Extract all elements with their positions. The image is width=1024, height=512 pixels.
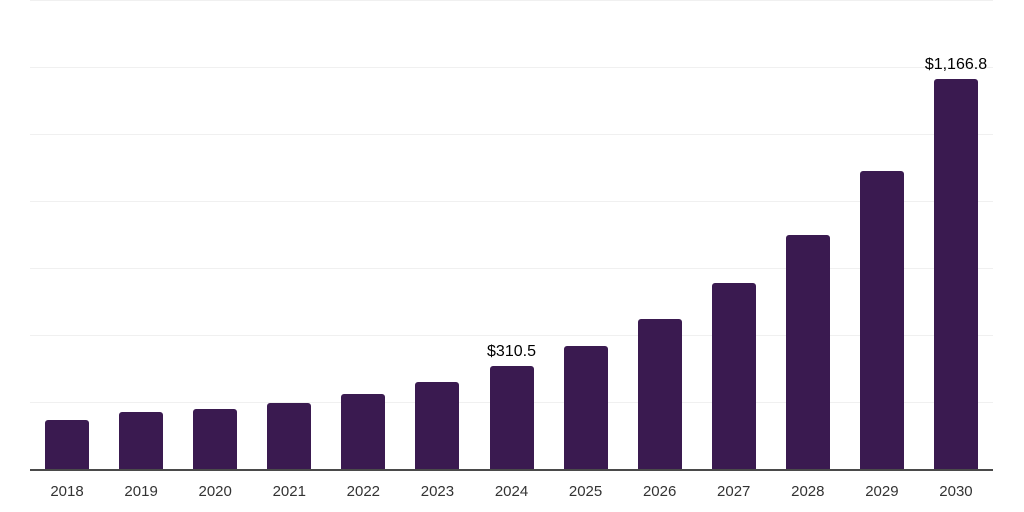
- gridline: [30, 335, 993, 336]
- plot-area: $310.5 $1,166.8: [30, 0, 993, 471]
- bar-2019: [119, 412, 164, 470]
- x-tick-2028: 2028: [791, 483, 825, 500]
- gridline: [30, 268, 993, 269]
- gridline: [30, 201, 993, 202]
- bar-2025: [563, 346, 608, 470]
- bar-2020: [193, 409, 238, 470]
- bar-2028: [785, 234, 830, 470]
- bar-2018: [45, 419, 90, 470]
- bar-2021: [267, 403, 312, 470]
- bar-2024: [489, 365, 534, 470]
- x-tick-2025: 2025: [568, 483, 603, 500]
- bar-2023: [415, 381, 460, 470]
- x-tick-2020: 2020: [198, 483, 232, 500]
- bar-2022: [341, 393, 386, 470]
- bar-2029: [859, 170, 904, 470]
- x-axis-line: [30, 469, 993, 471]
- x-tick-2026: 2026: [642, 483, 677, 500]
- bar-2027: [711, 283, 756, 470]
- x-tick-2023: 2023: [420, 483, 455, 500]
- data-label-2030: $1,166.8: [924, 56, 988, 74]
- x-tick-2019: 2019: [124, 483, 158, 500]
- x-tick-2029: 2029: [865, 483, 899, 500]
- gridline: [30, 0, 993, 1]
- x-tick-2024: 2024: [494, 483, 529, 500]
- bar-2026: [637, 318, 682, 470]
- gridline: [30, 134, 993, 135]
- gridline: [30, 67, 993, 68]
- x-tick-2022: 2022: [346, 483, 381, 500]
- data-label-2024: $310.5: [487, 342, 536, 360]
- bar-2030: [933, 79, 978, 470]
- x-tick-2030: 2030: [939, 483, 973, 500]
- x-tick-2021: 2021: [272, 483, 306, 500]
- x-axis-tick-labels: 2018 2019 2020 2021 2022 2023 2024 2025 2026 2027…: [30, 484, 993, 504]
- x-tick-2018: 2018: [50, 483, 84, 500]
- x-tick-2027: 2027: [717, 483, 751, 500]
